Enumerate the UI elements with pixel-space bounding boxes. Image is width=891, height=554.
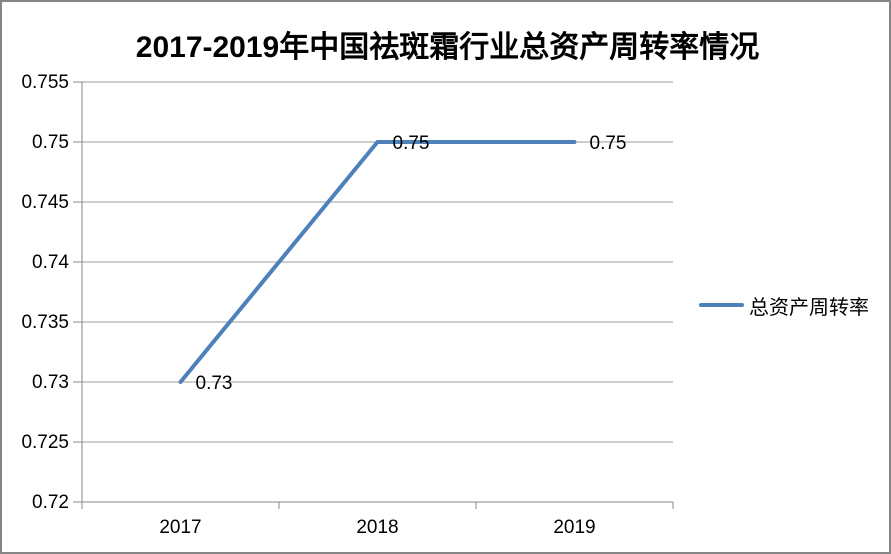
data-label: 0.73	[196, 373, 233, 394]
x-tick-label: 2018	[356, 517, 398, 538]
legend-label: 总资产周转率	[749, 296, 869, 319]
data-label: 0.75	[393, 133, 430, 154]
x-tick-label: 2017	[159, 517, 201, 538]
y-tick-label: 0.72	[32, 492, 69, 513]
y-tick-label: 0.745	[21, 192, 69, 213]
y-tick-label: 0.73	[32, 372, 69, 393]
y-tick-label: 0.75	[32, 132, 69, 153]
legend-line-marker	[699, 303, 744, 307]
x-tick-label: 2019	[553, 517, 595, 538]
y-tick-label: 0.725	[21, 432, 69, 453]
data-label: 0.75	[590, 133, 627, 154]
y-tick-label: 0.735	[21, 312, 69, 333]
y-tick-label: 0.74	[32, 252, 69, 273]
series-line	[178, 140, 577, 384]
legend: 总资产周转率	[699, 292, 869, 319]
chart-title: 2017-2019年中国祛斑霜行业总资产周转率情况	[135, 31, 760, 64]
y-tick-label: 0.755	[21, 72, 69, 93]
